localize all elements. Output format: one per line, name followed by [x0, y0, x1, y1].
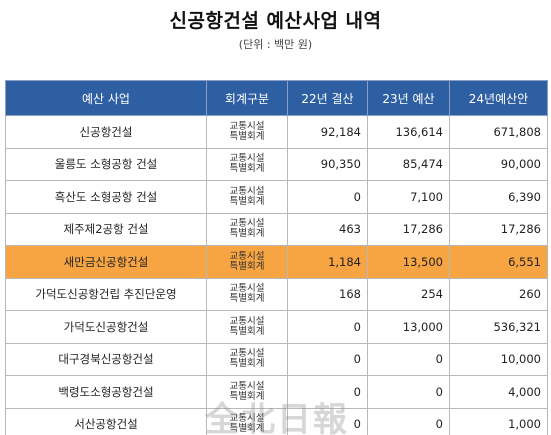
value-2022: 0 — [287, 180, 368, 214]
budget-table: 예산 사업 회계구분 22년 결산 23년 예산 24년예산안 신공항건설 교통시… — [5, 80, 548, 435]
header-2024-budget-draft: 24년예산안 — [449, 80, 548, 116]
account-type-line2: 특별회계 — [229, 293, 265, 305]
value-2024: 1,000 — [449, 407, 548, 435]
project-name: 제주제2공항 건설 — [5, 212, 207, 246]
header-account: 회계구분 — [206, 80, 288, 116]
account-type: 교통시설 특별회계 — [206, 212, 288, 246]
account-type-line2: 특별회계 — [229, 228, 265, 240]
account-type-line2: 특별회계 — [229, 130, 265, 142]
project-name: 서산공항건설 — [5, 407, 207, 435]
project-name: 흑산도 소형공항 건설 — [5, 180, 207, 214]
header-2023-budget: 23년 예산 — [367, 80, 450, 116]
table-header-row: 예산 사업 회계구분 22년 결산 23년 예산 24년예산안 — [5, 80, 548, 116]
account-type: 교통시설 특별회계 — [206, 375, 288, 409]
value-2024: 671,808 — [449, 115, 548, 149]
value-2023: 254 — [367, 277, 450, 311]
account-type: 교통시설 특별회계 — [206, 277, 288, 311]
value-2022: 92,184 — [287, 115, 368, 149]
table-row: 흑산도 소형공항 건설 교통시설 특별회계 0 7,100 6,390 — [5, 180, 548, 214]
value-2022: 0 — [287, 407, 368, 435]
value-2023: 7,100 — [367, 180, 450, 214]
account-type-line1: 교통시설 — [229, 380, 265, 392]
account-type-line1: 교통시설 — [229, 348, 265, 360]
value-2023: 17,286 — [367, 212, 450, 246]
value-2022: 463 — [287, 212, 368, 246]
account-type: 교통시설 특별회계 — [206, 115, 288, 149]
account-type-line2: 특별회계 — [229, 325, 265, 337]
value-2023: 0 — [367, 375, 450, 409]
account-type-line2: 특별회계 — [229, 260, 265, 272]
value-2022: 0 — [287, 375, 368, 409]
account-type: 교통시설 특별회계 — [206, 147, 288, 181]
account-type-line1: 교통시설 — [229, 153, 265, 165]
table-row: 서산공항건설 교통시설 특별회계 0 0 1,000 — [5, 407, 548, 435]
header-2022-settlement: 22년 결산 — [287, 80, 368, 116]
value-2024: 90,000 — [449, 147, 548, 181]
value-2023: 13,500 — [367, 245, 450, 279]
value-2024: 10,000 — [449, 342, 548, 376]
table-row: 제주제2공항 건설 교통시설 특별회계 463 17,286 17,286 — [5, 212, 548, 246]
account-type-line1: 교통시설 — [229, 120, 265, 132]
account-type-line2: 특별회계 — [229, 163, 265, 175]
project-name: 가덕도신공항건립 추진단운영 — [5, 277, 207, 311]
value-2022: 0 — [287, 342, 368, 376]
value-2024: 536,321 — [449, 310, 548, 344]
account-type: 교통시설 특별회계 — [206, 180, 288, 214]
newspaper-watermark: 全北日報 — [205, 400, 349, 435]
project-name: 새만금신공항건설 — [5, 245, 207, 279]
value-2024: 260 — [449, 277, 548, 311]
account-type-line1: 교통시설 — [229, 218, 265, 230]
project-name: 가덕도신공항건설 — [5, 310, 207, 344]
project-name: 백령도소형공항건설 — [5, 375, 207, 409]
account-type-line1: 교통시설 — [229, 413, 265, 425]
account-type-line1: 교통시설 — [229, 185, 265, 197]
account-type: 교통시설 특별회계 — [206, 310, 288, 344]
project-name: 대구경북신공항건설 — [5, 342, 207, 376]
account-type-line1: 교통시설 — [229, 250, 265, 262]
account-type-line1: 교통시설 — [229, 283, 265, 295]
header-project: 예산 사업 — [5, 80, 207, 116]
unit-note: (단위 : 백만 원) — [238, 38, 313, 51]
value-2022: 0 — [287, 310, 368, 344]
account-type-line2: 특별회계 — [229, 358, 265, 370]
table-row: 신공항건설 교통시설 특별회계 92,184 136,614 671,808 — [5, 115, 548, 149]
value-2023: 85,474 — [367, 147, 450, 181]
value-2024: 6,551 — [449, 245, 548, 279]
table-row: 새만금신공항건설 교통시설 특별회계 1,184 13,500 6,551 — [5, 245, 548, 279]
account-type-line2: 특별회계 — [229, 390, 265, 402]
account-type-line2: 특별회계 — [229, 195, 265, 207]
value-2023: 136,614 — [367, 115, 450, 149]
value-2023: 13,000 — [367, 310, 450, 344]
table-row: 가덕도신공항건설 교통시설 특별회계 0 13,000 536,321 — [5, 310, 548, 344]
value-2022: 90,350 — [287, 147, 368, 181]
table-row: 대구경북신공항건설 교통시설 특별회계 0 0 10,000 — [5, 342, 548, 376]
page-title: 신공항건설 예산사업 내역 — [169, 10, 382, 32]
table-row: 백령도소형공항건설 교통시설 특별회계 0 0 4,000 — [5, 375, 548, 409]
value-2022: 168 — [287, 277, 368, 311]
account-type: 교통시설 특별회계 — [206, 407, 288, 435]
account-type-line2: 특별회계 — [229, 423, 265, 435]
value-2024: 4,000 — [449, 375, 548, 409]
value-2024: 6,390 — [449, 180, 548, 214]
project-name: 신공항건설 — [5, 115, 207, 149]
table-row: 울릉도 소형공항 건설 교통시설 특별회계 90,350 85,474 90,000 — [5, 147, 548, 181]
project-name: 울릉도 소형공항 건설 — [5, 147, 207, 181]
account-type: 교통시설 특별회계 — [206, 342, 288, 376]
value-2023: 0 — [367, 407, 450, 435]
account-type-line1: 교통시설 — [229, 315, 265, 327]
value-2023: 0 — [367, 342, 450, 376]
account-type: 교통시설 특별회계 — [206, 245, 288, 279]
value-2024: 17,286 — [449, 212, 548, 246]
value-2022: 1,184 — [287, 245, 368, 279]
table-row: 가덕도신공항건립 추진단운영 교통시설 특별회계 168 254 260 — [5, 277, 548, 311]
